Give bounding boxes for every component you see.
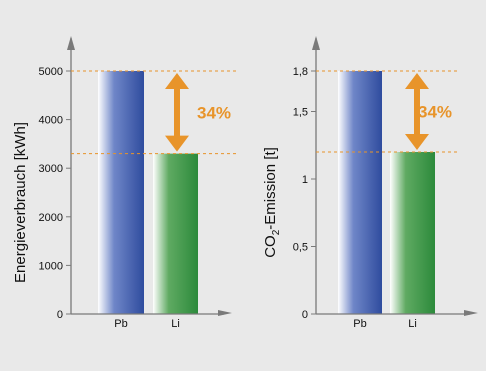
chart-panel-2: Pb Li 0 0,5 1 1,5 1,8 34% CO2-Emission [t] bbox=[262, 36, 478, 330]
y-axis-arrow-icon bbox=[312, 36, 320, 50]
chart-panel-1: Pb Li 0 1000 2000 3000 4000 5000 34% Energieverbr… bbox=[12, 36, 236, 330]
y-axis-label: CO2-Emission [t] bbox=[262, 147, 282, 258]
bar-li bbox=[390, 152, 435, 314]
y-tick-label: 5000 bbox=[39, 66, 63, 78]
difference-annotation: 34% bbox=[418, 103, 452, 122]
y-tick-label: 4000 bbox=[39, 115, 63, 127]
y-tick-label: 1000 bbox=[39, 260, 63, 272]
x-tick-label: Pb bbox=[114, 318, 127, 330]
difference-arrow-shaft bbox=[414, 87, 420, 136]
y-tick-label: 1 bbox=[302, 174, 308, 186]
arrow-up-icon bbox=[165, 73, 189, 89]
y-tick-label: 3000 bbox=[39, 163, 63, 175]
y-tick-label: 1,5 bbox=[293, 107, 308, 119]
x-axis-arrow-icon bbox=[218, 310, 232, 316]
arrow-down-icon bbox=[405, 134, 429, 150]
y-axis-label-rest: -Emission [t] bbox=[262, 147, 279, 230]
y-axis-label-subscript: 2 bbox=[271, 229, 282, 235]
y-axis-label: Energieverbrauch [kWh] bbox=[12, 122, 29, 283]
y-axis-arrow-icon bbox=[67, 36, 75, 50]
difference-annotation: 34% bbox=[197, 103, 231, 122]
difference-arrow-shaft bbox=[174, 87, 180, 138]
arrow-up-icon bbox=[405, 73, 429, 89]
y-tick-label: 2000 bbox=[39, 212, 63, 224]
y-tick-label: 1,8 bbox=[293, 66, 308, 78]
x-axis-arrow-icon bbox=[464, 310, 478, 316]
x-tick-label: Li bbox=[408, 318, 417, 330]
y-tick-label: 0 bbox=[57, 309, 63, 321]
x-tick-label: Pb bbox=[353, 318, 366, 330]
x-tick-label: Li bbox=[171, 318, 180, 330]
bar-li bbox=[153, 153, 198, 314]
y-tick-label: 0,5 bbox=[293, 242, 308, 254]
y-tick-label: 0 bbox=[302, 309, 308, 321]
bar-pb bbox=[98, 71, 144, 314]
bar-pb bbox=[338, 71, 382, 314]
y-axis-label-main: CO bbox=[262, 235, 279, 258]
arrow-down-icon bbox=[165, 135, 189, 152]
